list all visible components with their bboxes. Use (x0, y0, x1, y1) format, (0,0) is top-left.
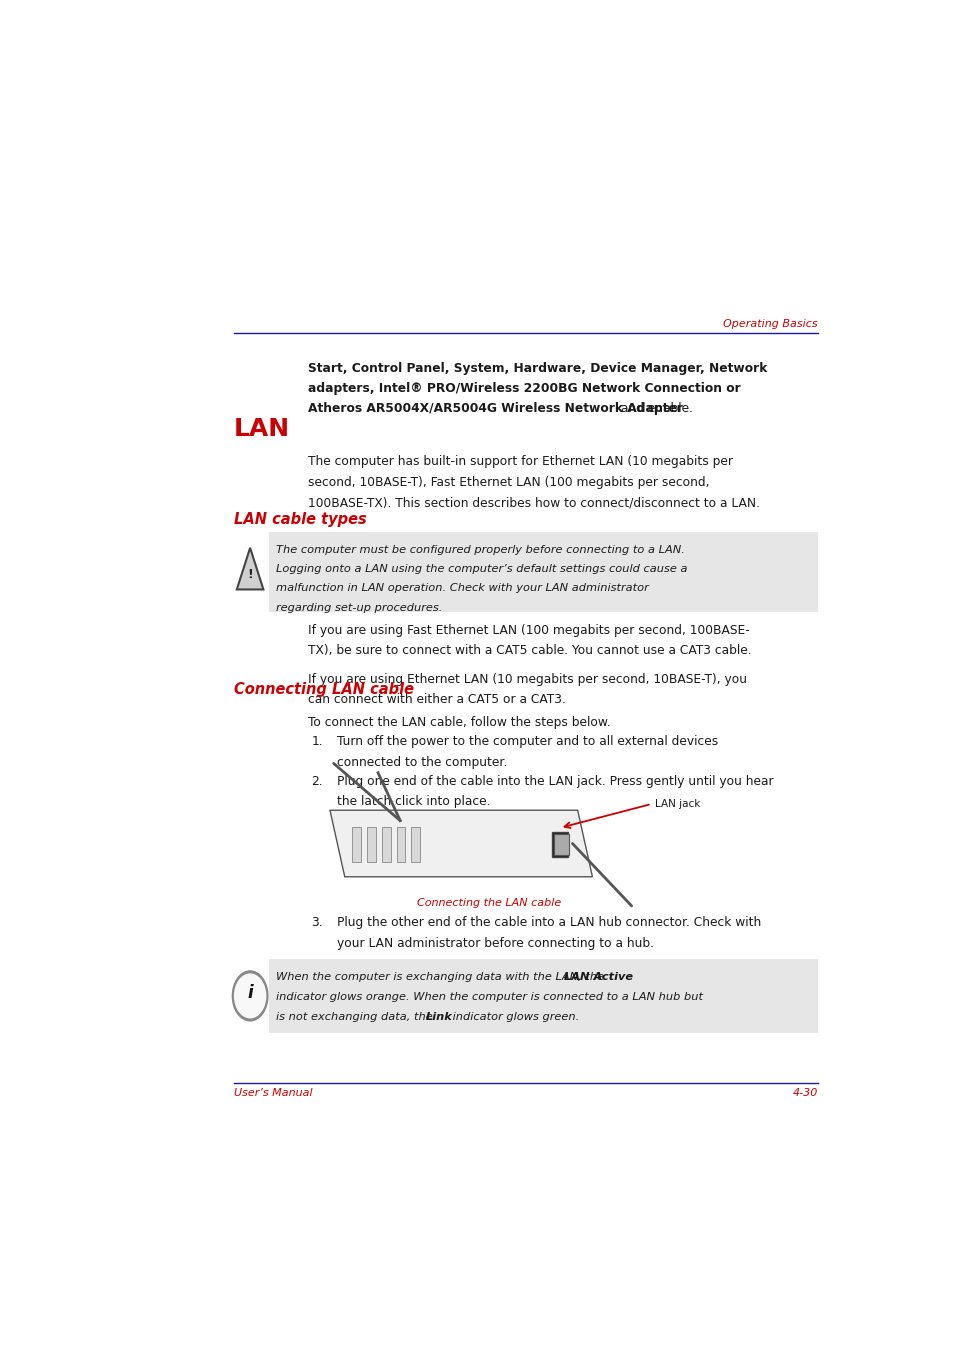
Text: The computer has built-in support for Ethernet LAN (10 megabits per: The computer has built-in support for Et… (308, 455, 732, 469)
Bar (411, 827, 419, 862)
Text: 1.: 1. (311, 735, 323, 748)
Bar (551, 832, 567, 857)
Text: adapters, Intel® PRO/Wireless 2200BG Network Connection or: adapters, Intel® PRO/Wireless 2200BG Net… (308, 382, 740, 394)
Text: Atheros AR5004X/AR5004G Wireless Network Adapter: Atheros AR5004X/AR5004G Wireless Network… (308, 403, 682, 415)
Text: !: ! (247, 567, 253, 581)
Text: Link: Link (425, 1012, 452, 1021)
Text: is not exchanging data, the: is not exchanging data, the (275, 1012, 436, 1021)
Text: Connecting LAN cable: Connecting LAN cable (233, 682, 414, 697)
Text: indicator glows orange. When the computer is connected to a LAN hub but: indicator glows orange. When the compute… (275, 992, 702, 1002)
Bar (396, 827, 405, 862)
Text: i: i (247, 984, 253, 1002)
Text: and enable.: and enable. (617, 403, 692, 415)
Bar (269, 959, 817, 1032)
Bar (554, 834, 568, 855)
Text: malfunction in LAN operation. Check with your LAN administrator: malfunction in LAN operation. Check with… (275, 584, 648, 593)
Text: connected to the computer.: connected to the computer. (337, 755, 507, 769)
Bar (381, 827, 390, 862)
Circle shape (234, 974, 265, 1017)
Text: LAN Active: LAN Active (564, 973, 633, 982)
Text: TX), be sure to connect with a CAT5 cable. You cannot use a CAT3 cable.: TX), be sure to connect with a CAT5 cabl… (308, 644, 751, 658)
Text: User’s Manual: User’s Manual (233, 1088, 313, 1098)
Text: your LAN administrator before connecting to a hub.: your LAN administrator before connecting… (337, 936, 654, 950)
Text: second, 10BASE-T), Fast Ethernet LAN (100 megabits per second,: second, 10BASE-T), Fast Ethernet LAN (10… (308, 476, 708, 489)
Text: indicator glows green.: indicator glows green. (449, 1012, 578, 1021)
Polygon shape (236, 549, 263, 589)
Text: Connecting the LAN cable: Connecting the LAN cable (416, 897, 560, 908)
Text: Start, Control Panel, System, Hardware, Device Manager, Network: Start, Control Panel, System, Hardware, … (308, 362, 766, 374)
Text: Plug the other end of the cable into a LAN hub connector. Check with: Plug the other end of the cable into a L… (337, 916, 760, 929)
Text: 2.: 2. (311, 775, 323, 788)
Text: can connect with either a CAT5 or a CAT3.: can connect with either a CAT5 or a CAT3… (308, 693, 565, 707)
Text: Operating Basics: Operating Basics (722, 319, 817, 328)
Text: Turn off the power to the computer and to all external devices: Turn off the power to the computer and t… (337, 735, 718, 748)
Text: Plug one end of the cable into the LAN jack. Press gently until you hear: Plug one end of the cable into the LAN j… (337, 775, 773, 788)
Text: To connect the LAN cable, follow the steps below.: To connect the LAN cable, follow the ste… (308, 716, 610, 728)
Text: 100BASE-TX). This section describes how to connect/disconnect to a LAN.: 100BASE-TX). This section describes how … (308, 496, 759, 509)
Bar (367, 827, 375, 862)
Polygon shape (330, 811, 592, 877)
Text: the latch click into place.: the latch click into place. (337, 796, 491, 808)
Text: 4-30: 4-30 (792, 1088, 817, 1098)
Text: If you are using Fast Ethernet LAN (100 megabits per second, 100BASE-: If you are using Fast Ethernet LAN (100 … (308, 624, 749, 638)
Text: 3.: 3. (311, 916, 323, 929)
Bar (352, 827, 360, 862)
Text: If you are using Ethernet LAN (10 megabits per second, 10BASE-T), you: If you are using Ethernet LAN (10 megabi… (308, 673, 746, 686)
Text: LAN jack: LAN jack (655, 798, 700, 809)
Text: LAN: LAN (233, 417, 290, 440)
Text: The computer must be configured properly before connecting to a LAN.: The computer must be configured properly… (275, 544, 684, 555)
Circle shape (233, 971, 268, 1021)
Text: When the computer is exchanging data with the LAN, the: When the computer is exchanging data wit… (275, 973, 607, 982)
Text: regarding set-up procedures.: regarding set-up procedures. (275, 603, 442, 612)
Text: Logging onto a LAN using the computer’s default settings could cause a: Logging onto a LAN using the computer’s … (275, 565, 687, 574)
Bar (269, 532, 817, 612)
Text: LAN cable types: LAN cable types (233, 512, 366, 527)
